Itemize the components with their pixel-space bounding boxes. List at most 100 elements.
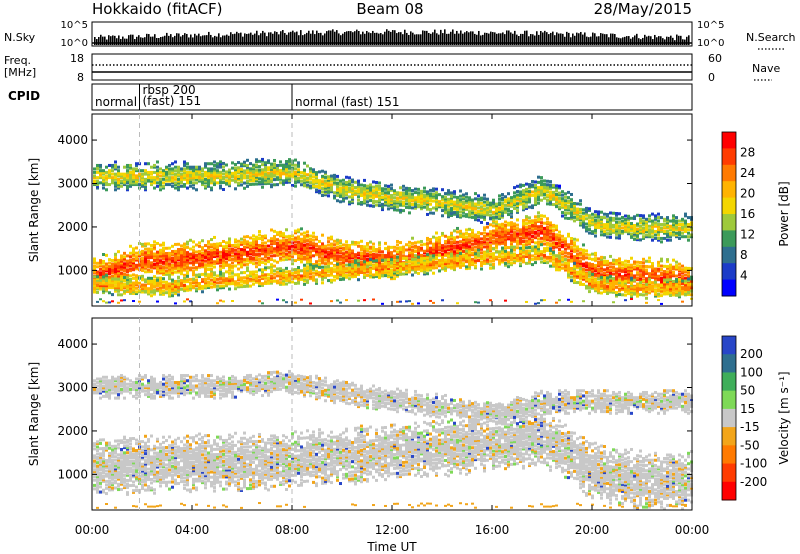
nsky-bar xyxy=(676,34,678,45)
scatter-cell xyxy=(144,169,147,173)
scatter-cell xyxy=(336,190,339,194)
scatter-cell xyxy=(387,184,390,188)
scatter-cell xyxy=(351,268,354,272)
scatter-cell xyxy=(156,287,159,291)
scatter-cell xyxy=(534,222,537,226)
scatter-cell xyxy=(483,207,486,211)
scatter-cell xyxy=(174,265,177,269)
scatter-cell xyxy=(426,199,429,203)
scatter-cell xyxy=(231,249,234,253)
scatter-cell xyxy=(357,184,360,188)
scatter-cell xyxy=(144,287,147,291)
nsky-bar xyxy=(296,31,298,45)
scatter-cell xyxy=(525,200,528,204)
scatter-cell xyxy=(114,264,117,268)
scatter-cell xyxy=(405,268,408,272)
scatter-cell xyxy=(462,209,465,213)
scatter-cell xyxy=(516,232,519,236)
scatter-cell xyxy=(306,280,309,284)
scatter-cell xyxy=(285,240,288,244)
scatter-cell xyxy=(171,285,174,289)
scatter-cell xyxy=(522,219,525,223)
scatter-cell xyxy=(390,202,393,206)
scatter-cell xyxy=(105,165,108,169)
scatter-cell xyxy=(132,170,135,174)
scatter-cell xyxy=(123,289,126,293)
scatter-cell xyxy=(288,238,291,242)
scatter-cell xyxy=(228,253,231,257)
scatter-cell xyxy=(540,253,543,257)
scatter-cell xyxy=(477,231,480,235)
scatter-cell xyxy=(336,242,339,246)
scatter-cell xyxy=(444,204,447,208)
scatter-cell xyxy=(330,190,333,194)
scatter-cells xyxy=(93,157,693,305)
scatter-cell xyxy=(135,274,138,278)
scatter-cell xyxy=(177,293,180,297)
scatter-cell xyxy=(342,248,345,252)
scatter-cell xyxy=(111,293,114,297)
scatter-cell xyxy=(297,258,300,261)
scatter-cell xyxy=(345,182,348,186)
scatter-cell xyxy=(327,250,330,254)
scatter-cell xyxy=(360,187,363,191)
scatter-cell xyxy=(222,246,225,250)
scatter-cell xyxy=(420,243,423,247)
scatter-cell xyxy=(153,292,156,296)
scatter-cell xyxy=(390,204,393,208)
scatter-cell xyxy=(201,246,204,250)
scatter-cell xyxy=(345,259,348,263)
scatter-cell xyxy=(270,271,273,275)
scatter-cell xyxy=(180,184,183,188)
scatter-cell xyxy=(483,256,486,260)
nsky-bar xyxy=(466,31,468,45)
scatter-cell xyxy=(135,176,138,180)
scatter-cell xyxy=(195,255,198,259)
scatter-cell xyxy=(225,256,228,260)
scatter-cell xyxy=(483,200,486,204)
scatter-cell xyxy=(156,289,159,293)
scatter-cell xyxy=(138,290,141,294)
scatter-cell xyxy=(468,265,471,269)
scatter-cell xyxy=(444,252,447,256)
nsky-bar xyxy=(162,36,164,45)
scatter-cell xyxy=(306,183,309,187)
scatter-cell xyxy=(357,256,360,260)
scatter-cell xyxy=(303,272,306,276)
scatter-cell xyxy=(309,186,312,190)
scatter-cell xyxy=(432,257,435,261)
scatter-cell xyxy=(408,187,411,191)
scatter-cell xyxy=(174,288,177,292)
scatter-cell xyxy=(450,207,453,211)
scatter-cell xyxy=(126,174,129,178)
scatter-cell xyxy=(330,261,333,265)
scatter-cell xyxy=(345,193,348,197)
scatter-cell xyxy=(372,249,375,253)
scatter-cell xyxy=(543,214,546,218)
nsky-bar xyxy=(330,30,332,45)
scatter-cell xyxy=(132,167,135,171)
scatter-cell xyxy=(264,262,267,266)
scatter-cell xyxy=(207,277,210,281)
scatter-cell xyxy=(306,265,309,269)
nsky-bar xyxy=(600,33,602,45)
nsky-bar xyxy=(322,35,324,45)
scatter-cell xyxy=(411,302,414,305)
scatter-cell xyxy=(528,230,531,234)
scatter-cell xyxy=(330,256,333,260)
scatter-cell xyxy=(204,181,207,185)
nsky-bar xyxy=(492,32,494,45)
scatter-cell xyxy=(525,261,528,265)
scatter-cell xyxy=(528,252,531,256)
scatter-cell xyxy=(456,260,459,264)
scatter-cell xyxy=(300,269,303,273)
scatter-cell xyxy=(399,249,402,253)
nsky-bar xyxy=(566,31,568,45)
scatter-cell xyxy=(441,209,444,213)
scatter-cell xyxy=(216,261,219,265)
nsky-bar xyxy=(362,31,364,45)
scatter-cell xyxy=(282,279,285,283)
scatter-cell xyxy=(408,265,411,269)
scatter-cell xyxy=(102,181,105,185)
scatter-cell xyxy=(294,158,297,162)
